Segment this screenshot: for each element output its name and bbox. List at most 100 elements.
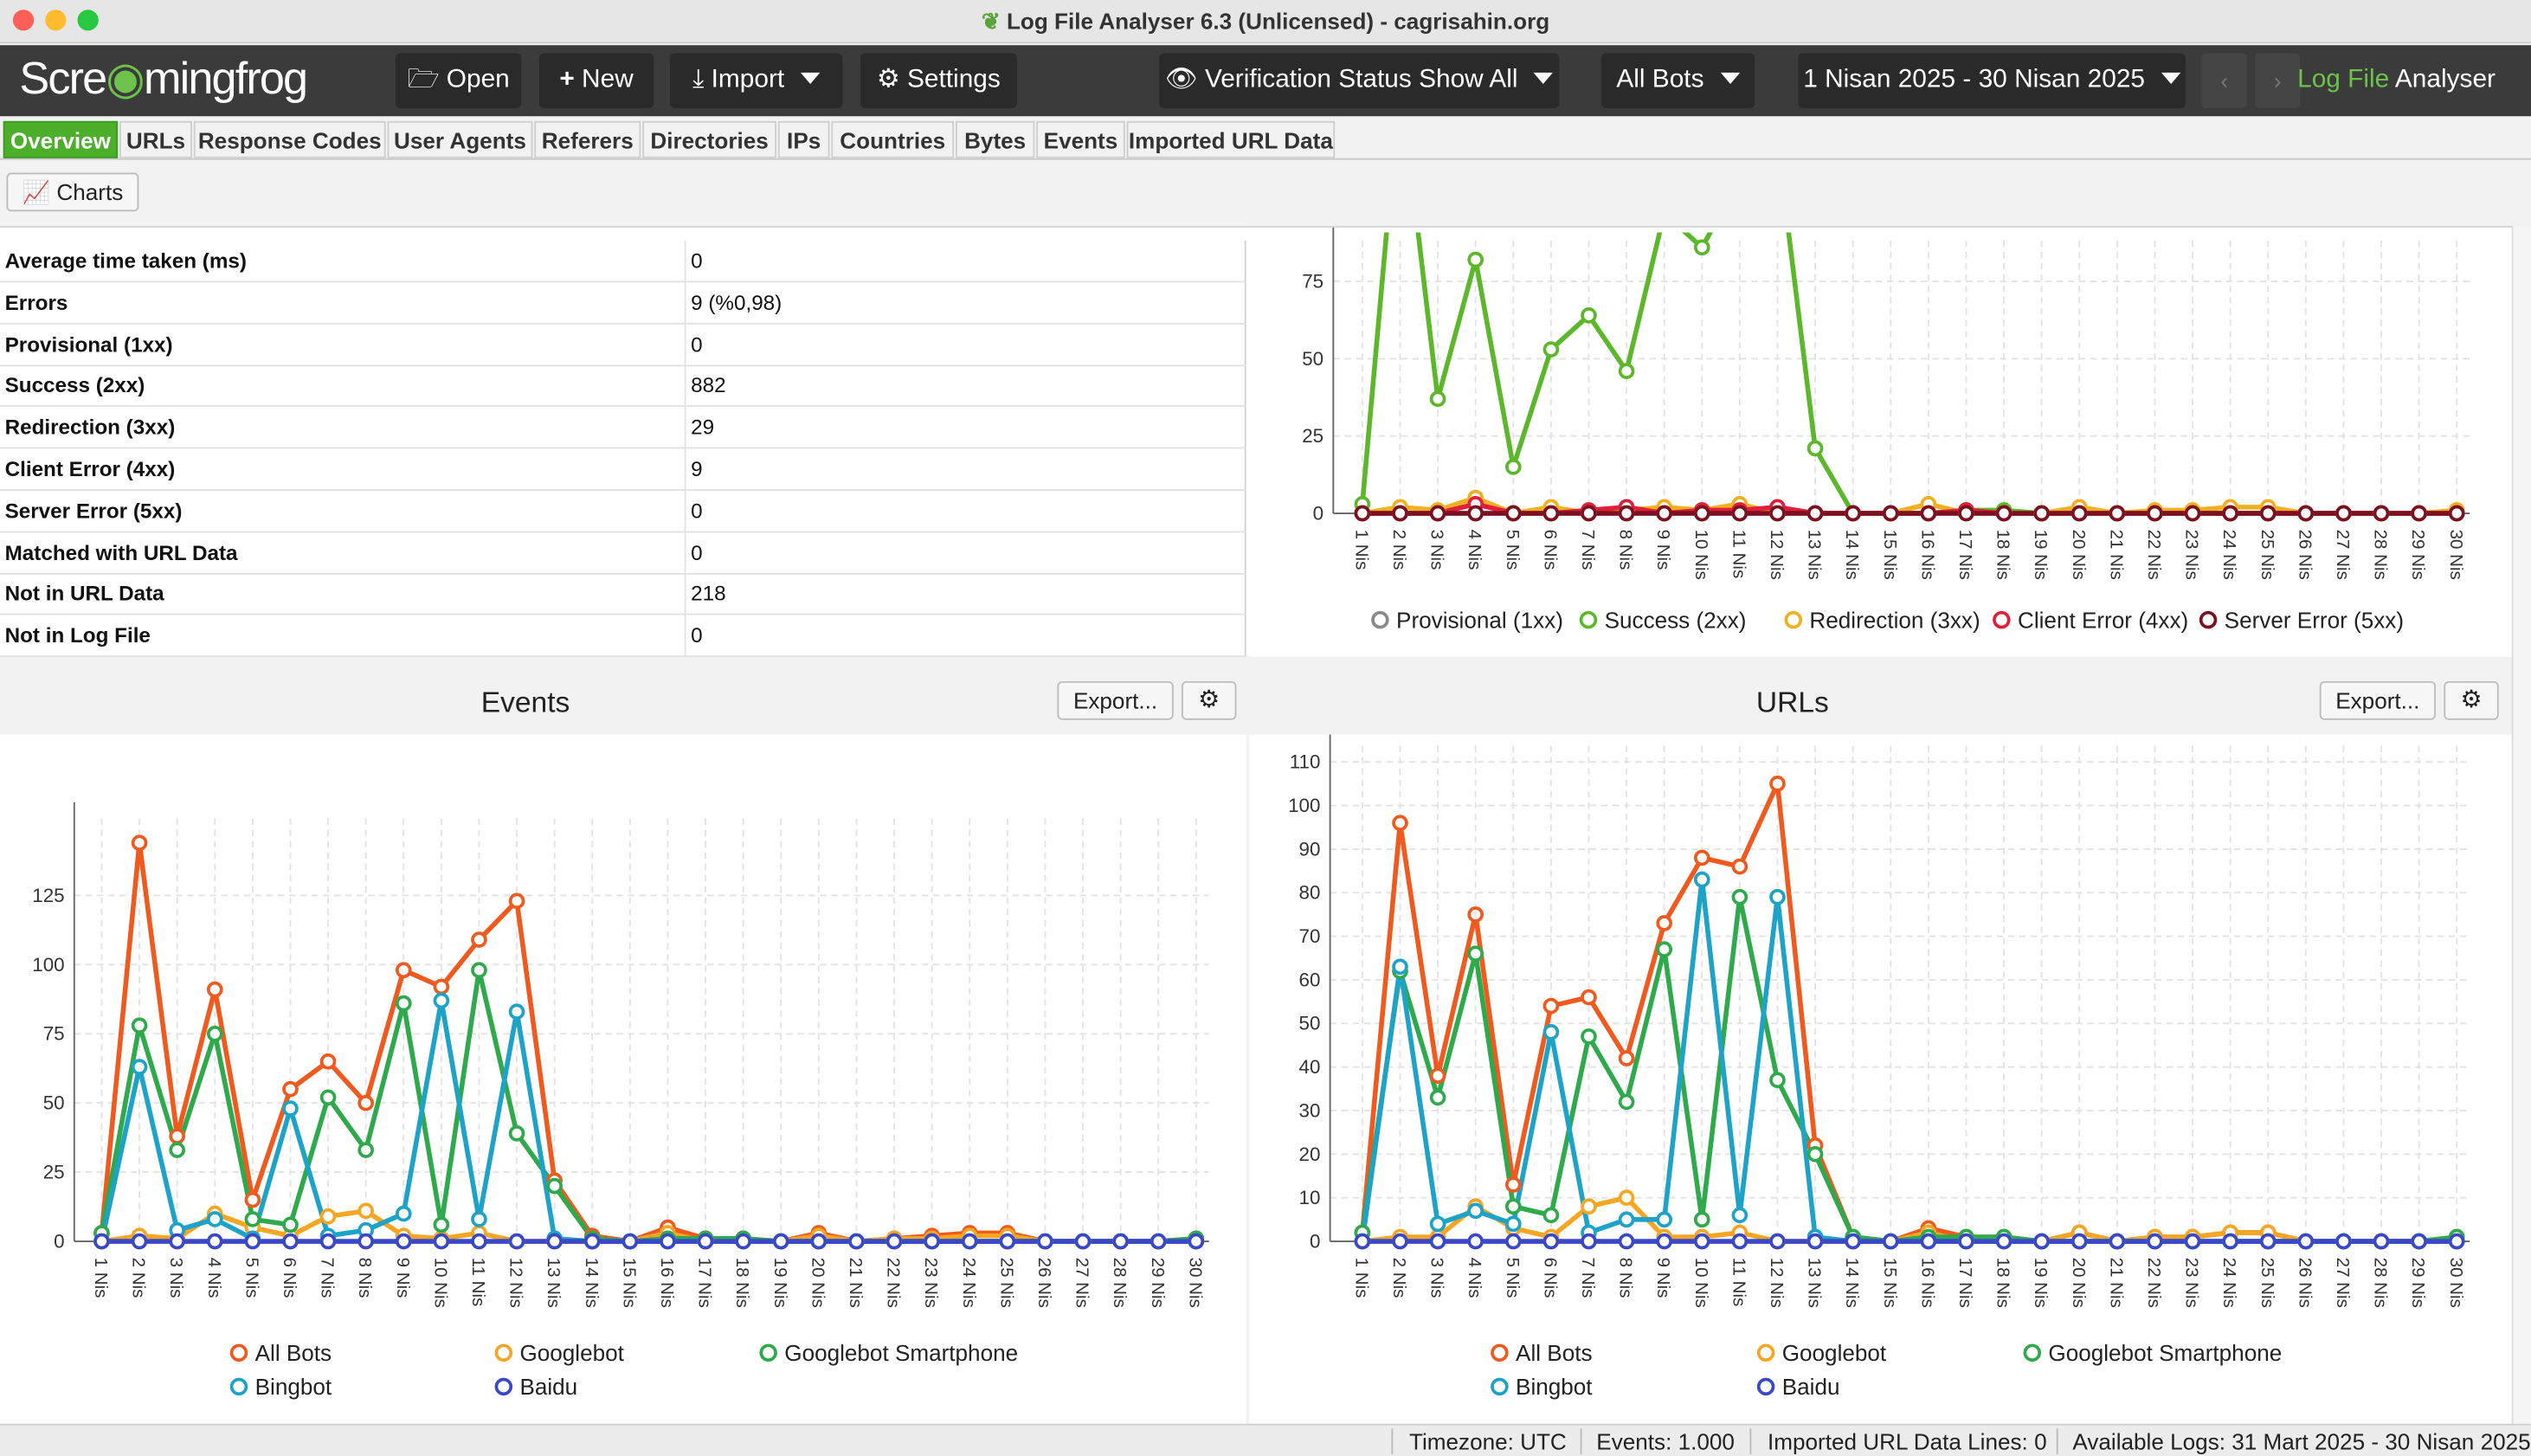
data-point[interactable] bbox=[282, 1080, 299, 1098]
data-point[interactable] bbox=[886, 1233, 903, 1250]
maximize-window-button[interactable] bbox=[77, 10, 99, 31]
data-point[interactable] bbox=[1920, 505, 1937, 522]
data-point[interactable] bbox=[1429, 505, 1446, 522]
data-point[interactable] bbox=[1769, 1233, 1786, 1250]
data-point[interactable] bbox=[1581, 989, 1597, 1006]
data-point[interactable] bbox=[1882, 1233, 1899, 1250]
data-point[interactable] bbox=[1429, 1233, 1446, 1250]
table-row[interactable]: Server Error (5xx) 0 bbox=[0, 490, 1246, 533]
data-point[interactable] bbox=[2448, 1233, 2465, 1250]
data-point[interactable] bbox=[2184, 1233, 2201, 1250]
data-point[interactable] bbox=[508, 892, 525, 910]
data-point[interactable] bbox=[1693, 239, 1710, 256]
next-period-button[interactable]: › bbox=[2255, 53, 2301, 108]
data-point[interactable] bbox=[2373, 1233, 2390, 1250]
data-point[interactable] bbox=[433, 992, 450, 1009]
data-point[interactable] bbox=[2033, 505, 2050, 522]
data-point[interactable] bbox=[93, 1233, 110, 1250]
data-point[interactable] bbox=[433, 1216, 450, 1234]
data-point[interactable] bbox=[1354, 505, 1371, 522]
data-point[interactable] bbox=[1581, 1028, 1597, 1045]
data-point[interactable] bbox=[1429, 390, 1446, 408]
data-point[interactable] bbox=[1542, 1024, 1560, 1040]
data-point[interactable] bbox=[169, 1142, 186, 1158]
data-point[interactable] bbox=[1467, 505, 1484, 522]
data-point[interactable] bbox=[1693, 1233, 1710, 1250]
data-point[interactable] bbox=[357, 1094, 374, 1111]
tab-overview[interactable]: Overview bbox=[3, 120, 119, 158]
data-point[interactable] bbox=[395, 995, 412, 1012]
table-row[interactable]: Redirection (3xx) 29 bbox=[0, 407, 1246, 449]
data-point[interactable] bbox=[1504, 1198, 1522, 1215]
data-point[interactable] bbox=[206, 981, 223, 998]
data-point[interactable] bbox=[319, 1089, 337, 1106]
data-point[interactable] bbox=[1845, 1233, 1861, 1250]
table-row[interactable]: Not in URL Data 218 bbox=[0, 573, 1246, 616]
previous-period-button[interactable]: ‹ bbox=[2201, 53, 2247, 108]
data-point[interactable] bbox=[169, 1128, 186, 1144]
data-point[interactable] bbox=[1618, 363, 1635, 380]
data-point[interactable] bbox=[1429, 1215, 1446, 1233]
data-point[interactable] bbox=[1693, 871, 1710, 888]
data-point[interactable] bbox=[131, 834, 148, 852]
data-point[interactable] bbox=[1656, 915, 1672, 931]
data-point[interactable] bbox=[1354, 1233, 1371, 1250]
data-point[interactable] bbox=[395, 962, 412, 979]
data-point[interactable] bbox=[1429, 1067, 1446, 1085]
data-point[interactable] bbox=[471, 1233, 487, 1250]
data-point[interactable] bbox=[244, 1191, 261, 1208]
data-point[interactable] bbox=[1618, 1211, 1635, 1228]
data-point[interactable] bbox=[2071, 505, 2088, 522]
data-point[interactable] bbox=[319, 1233, 337, 1250]
data-point[interactable] bbox=[1995, 1233, 2013, 1250]
data-point[interactable] bbox=[2373, 505, 2390, 522]
data-point[interactable] bbox=[2071, 1233, 2088, 1250]
data-point[interactable] bbox=[2147, 505, 2163, 522]
data-point[interactable] bbox=[433, 1233, 450, 1250]
data-point[interactable] bbox=[1392, 1233, 1408, 1250]
data-point[interactable] bbox=[1656, 941, 1672, 958]
data-point[interactable] bbox=[1188, 1233, 1205, 1250]
data-point[interactable] bbox=[546, 1233, 563, 1250]
new-button[interactable]: + New bbox=[538, 53, 654, 108]
data-point[interactable] bbox=[772, 1233, 789, 1250]
data-point[interactable] bbox=[1542, 505, 1560, 522]
data-point[interactable] bbox=[1467, 906, 1484, 923]
data-point[interactable] bbox=[1429, 1089, 1446, 1106]
data-point[interactable] bbox=[395, 1205, 412, 1222]
data-point[interactable] bbox=[1882, 505, 1899, 522]
data-point[interactable] bbox=[1542, 341, 1560, 358]
data-point[interactable] bbox=[1504, 1176, 1522, 1193]
data-point[interactable] bbox=[2147, 1233, 2163, 1250]
data-point[interactable] bbox=[1656, 1233, 1672, 1250]
urls-settings-button[interactable]: ⚙ bbox=[2444, 680, 2499, 720]
data-point[interactable] bbox=[2297, 1233, 2315, 1250]
data-point[interactable] bbox=[1618, 1189, 1635, 1207]
table-row[interactable]: Success (2xx) 882 bbox=[0, 365, 1246, 408]
verification-status-dropdown[interactable]: 👁 Verification Status Show All bbox=[1158, 53, 1560, 108]
data-point[interactable] bbox=[1693, 1211, 1710, 1228]
data-point[interactable] bbox=[2259, 1233, 2277, 1250]
data-point[interactable] bbox=[1995, 505, 2013, 522]
data-point[interactable] bbox=[1806, 505, 1824, 522]
data-point[interactable] bbox=[1581, 1198, 1597, 1215]
data-point[interactable] bbox=[1920, 1233, 1937, 1250]
data-point[interactable] bbox=[282, 1100, 299, 1117]
tab-directories[interactable]: Directories bbox=[642, 120, 776, 158]
data-point[interactable] bbox=[1542, 997, 1560, 1015]
data-point[interactable] bbox=[999, 1233, 1016, 1250]
data-point[interactable] bbox=[1693, 505, 1710, 522]
table-row[interactable]: Errors 9 (%0,98) bbox=[0, 281, 1246, 325]
data-point[interactable] bbox=[1958, 1233, 1974, 1250]
data-point[interactable] bbox=[1581, 307, 1597, 324]
data-point[interactable] bbox=[848, 1233, 865, 1250]
data-point[interactable] bbox=[282, 1233, 299, 1250]
data-point[interactable] bbox=[471, 962, 487, 979]
tab-ips[interactable]: IPs bbox=[777, 120, 830, 158]
data-point[interactable] bbox=[1731, 888, 1749, 905]
data-point[interactable] bbox=[357, 1233, 374, 1250]
data-point[interactable] bbox=[1618, 505, 1635, 522]
table-row[interactable]: Client Error (4xx) 9 bbox=[0, 448, 1246, 491]
events-export-button[interactable]: Export... bbox=[1057, 680, 1174, 720]
data-point[interactable] bbox=[1581, 1233, 1597, 1250]
